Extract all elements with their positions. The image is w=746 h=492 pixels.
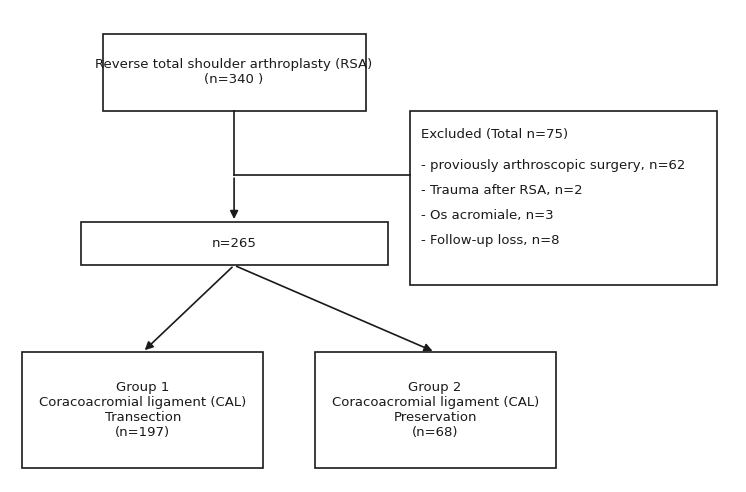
Bar [22,352,263,468]
Text: - proviously arthroscopic surgery, n=62: - proviously arthroscopic surgery, n=62 [421,159,685,172]
Text: n=265: n=265 [212,237,257,250]
Bar [81,222,388,265]
Text: Excluded (Total n=75): Excluded (Total n=75) [421,128,568,141]
Text: Group 2
Coracoacromial ligament (CAL)
Preservation
(n=68): Group 2 Coracoacromial ligament (CAL) Pr… [331,381,539,439]
Text: - Trauma after RSA, n=2: - Trauma after RSA, n=2 [421,184,582,197]
Text: Reverse total shoulder arthroplasty (RSA)
(n=340 ): Reverse total shoulder arthroplasty (RSA… [95,59,373,87]
Bar [102,34,366,111]
Text: - Follow-up loss, n=8: - Follow-up loss, n=8 [421,234,559,247]
Bar [315,352,556,468]
Text: Group 1
Coracoacromial ligament (CAL)
Transection
(n=197): Group 1 Coracoacromial ligament (CAL) Tr… [39,381,246,439]
Bar [410,111,717,284]
Text: - Os acromiale, n=3: - Os acromiale, n=3 [421,210,553,222]
